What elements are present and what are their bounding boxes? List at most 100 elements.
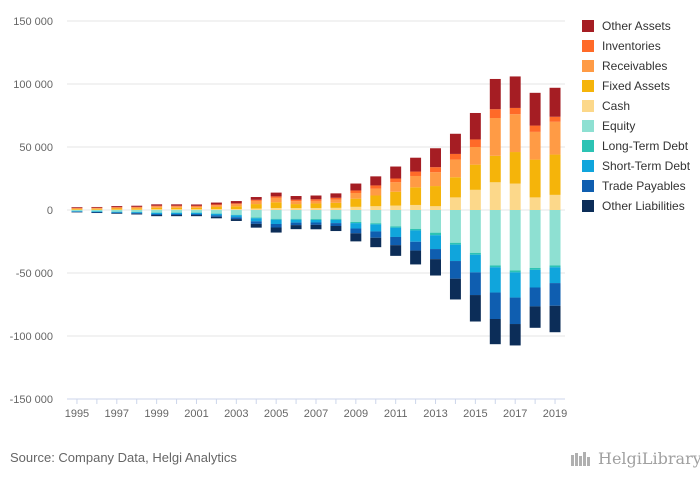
bar-segment [370,231,382,238]
bar-segment [151,210,163,213]
brand-logo: HelgiLibrary. [570,449,700,468]
bar-segment [330,218,342,220]
bar-segment [91,211,103,213]
bar-segment [449,197,461,210]
bar-segment [350,228,362,234]
x-tick-label: 2019 [543,408,567,420]
legend-item[interactable]: Short-Term Debt [582,156,690,176]
bar-segment [489,292,501,319]
bar-segment [350,233,362,242]
legend-item[interactable]: Trade Payables [582,176,690,196]
bar-segment [250,199,262,201]
x-tick-label: 2013 [423,408,447,420]
bar-segment [191,215,202,217]
bar-segment [549,194,561,210]
bar-segment [410,171,422,176]
bar-segment [390,182,402,192]
bar-segment [410,175,422,188]
bar-segment [430,259,441,276]
bar-segment [469,189,481,210]
bar-segment [350,198,362,207]
bar-segment [449,278,461,300]
bar-segment [529,197,541,210]
x-tick-label: 2001 [184,408,208,420]
bar-segment [171,207,183,210]
bar-segment [529,269,541,288]
bar-segment [111,210,123,212]
bar-segment [469,139,481,147]
bar-segment [230,217,242,220]
bar-segment [191,214,202,216]
bar-segment [91,206,103,208]
bar-segment [350,183,362,191]
legend-item[interactable]: Fixed Assets [582,76,690,96]
legend-item[interactable]: Cash [582,96,690,116]
bar-segment [370,188,382,196]
y-tick-label: -100 000 [10,331,53,343]
bar-segment [330,207,342,210]
bar-segment [370,223,382,225]
bar-segment [330,223,342,227]
legend-swatch [582,140,594,152]
bar-segment [131,209,143,210]
y-tick-label: 50 000 [19,142,53,154]
legend-swatch [582,20,594,32]
legend-label: Cash [602,99,631,113]
bar-segment [509,107,521,115]
bar-segment [270,223,282,228]
bar-segment [529,125,541,132]
gridlines [67,20,565,400]
bar-segment [489,78,501,110]
bar-segment [410,210,422,229]
bar-segment [549,154,561,195]
bar-segment [270,219,282,224]
legend-label: Other Assets [602,19,671,33]
bar-segment [230,208,242,210]
bar-segment [250,197,262,200]
bar-segment [449,210,461,243]
bar-segment [370,176,382,186]
legend-item[interactable]: Equity [582,116,690,136]
bar-segment [350,206,362,210]
bar-segment [529,267,541,270]
bar-segment [549,305,561,333]
bar-segment [91,210,103,212]
legend-item[interactable]: Long-Term Debt [582,136,690,156]
bar-segment [71,210,83,212]
bar-segment [489,210,501,266]
bar-segment [270,227,282,233]
legend-label: Short-Term Debt [602,159,691,173]
bar-segment [350,210,362,222]
bar-segment [191,212,202,215]
bar-segment [290,201,302,205]
bar-segment [410,250,422,265]
bar-segment [350,190,362,193]
bar-segment [310,199,322,201]
bar-segment [290,204,302,209]
legend-label: Long-Term Debt [602,139,689,153]
bar-segment [210,213,222,216]
bar-segment [151,215,163,217]
bar-segment [151,214,163,216]
legend-item[interactable]: Other Assets [582,16,690,36]
bar-segment [509,76,521,108]
bar-segment [430,172,441,187]
bar-segment [549,121,561,155]
chart-legend: Other Assets Inventories Receivables Fixed … [582,16,690,216]
x-tick-label: 2015 [463,408,487,420]
bar-segment [469,272,481,296]
legend-item[interactable]: Inventories [582,36,690,56]
legend-swatch [582,120,594,132]
bar-segment [370,237,382,248]
bar-segment [449,177,461,198]
bar-segment [509,324,521,346]
bar-segment [171,215,183,217]
legend-item[interactable]: Other Liabilities [582,196,690,216]
bar-segment [151,206,163,208]
bar-segment [529,210,541,268]
legend-item[interactable]: Receivables [582,56,690,76]
bar-segment [469,295,481,322]
bar-segment [151,209,163,210]
bar-segment [210,206,222,210]
bar-segment [290,196,302,200]
